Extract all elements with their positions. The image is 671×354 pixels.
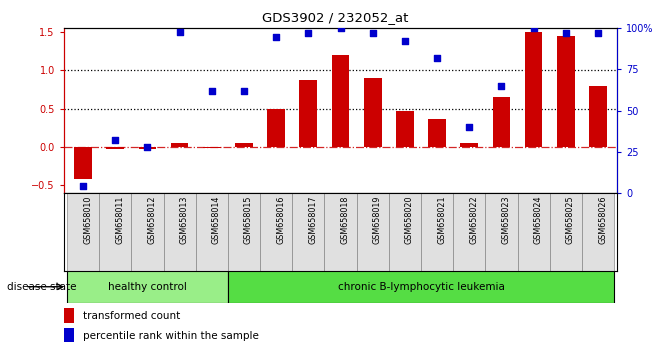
Bar bbox=[107, 147, 124, 149]
Text: GSM658017: GSM658017 bbox=[309, 195, 317, 244]
Point bbox=[78, 183, 89, 189]
Point bbox=[528, 25, 539, 31]
Point bbox=[336, 25, 346, 31]
Point bbox=[110, 137, 121, 143]
Text: GSM658010: GSM658010 bbox=[83, 195, 92, 244]
Bar bbox=[493, 97, 511, 147]
Text: GSM658013: GSM658013 bbox=[180, 195, 189, 244]
Text: GSM658015: GSM658015 bbox=[244, 195, 253, 244]
Text: GSM658025: GSM658025 bbox=[566, 195, 575, 244]
Point bbox=[431, 55, 442, 61]
Bar bbox=[235, 143, 253, 147]
Bar bbox=[267, 109, 285, 147]
Point bbox=[239, 88, 250, 94]
Point bbox=[464, 124, 474, 130]
Bar bbox=[99, 193, 132, 271]
Point bbox=[592, 30, 603, 36]
Bar bbox=[589, 86, 607, 147]
Bar bbox=[557, 36, 574, 147]
Text: disease state: disease state bbox=[7, 282, 79, 292]
Bar bbox=[228, 271, 614, 303]
Bar bbox=[170, 143, 189, 147]
Bar bbox=[132, 193, 164, 271]
Point bbox=[399, 39, 410, 44]
Bar bbox=[293, 193, 325, 271]
Bar bbox=[331, 55, 350, 147]
Bar bbox=[196, 193, 228, 271]
Bar bbox=[364, 78, 382, 147]
Bar bbox=[325, 193, 356, 271]
Text: GSM658020: GSM658020 bbox=[405, 195, 414, 244]
Bar bbox=[485, 193, 517, 271]
Bar bbox=[453, 193, 485, 271]
Point bbox=[174, 29, 185, 34]
Bar bbox=[260, 193, 293, 271]
Point bbox=[142, 144, 153, 150]
Bar bbox=[139, 147, 156, 149]
Bar bbox=[67, 271, 228, 303]
Bar bbox=[64, 308, 74, 322]
Bar bbox=[67, 193, 99, 271]
Point bbox=[560, 30, 571, 36]
Text: GDS3902 / 232052_at: GDS3902 / 232052_at bbox=[262, 11, 409, 24]
Point bbox=[303, 30, 314, 36]
Text: GSM658012: GSM658012 bbox=[148, 195, 156, 244]
Text: GSM658024: GSM658024 bbox=[533, 195, 543, 244]
Bar bbox=[228, 193, 260, 271]
Point bbox=[496, 83, 507, 89]
Bar bbox=[299, 80, 317, 147]
Bar bbox=[396, 111, 414, 147]
Bar bbox=[74, 147, 92, 179]
Point bbox=[207, 88, 217, 94]
Text: GSM658026: GSM658026 bbox=[598, 195, 607, 244]
Text: GSM658016: GSM658016 bbox=[276, 195, 285, 244]
Text: chronic B-lymphocytic leukemia: chronic B-lymphocytic leukemia bbox=[338, 282, 505, 292]
Point bbox=[271, 34, 282, 39]
Text: healthy control: healthy control bbox=[108, 282, 187, 292]
Text: GSM658011: GSM658011 bbox=[115, 195, 124, 244]
Point bbox=[367, 30, 378, 36]
Text: GSM658018: GSM658018 bbox=[341, 195, 350, 244]
Bar bbox=[460, 143, 478, 147]
Bar bbox=[203, 147, 221, 148]
Text: percentile rank within the sample: percentile rank within the sample bbox=[83, 331, 259, 341]
Text: GSM658022: GSM658022 bbox=[469, 195, 478, 244]
Bar bbox=[517, 193, 550, 271]
Text: transformed count: transformed count bbox=[83, 311, 180, 321]
Text: GSM658019: GSM658019 bbox=[372, 195, 382, 244]
Bar bbox=[582, 193, 614, 271]
Bar bbox=[356, 193, 389, 271]
Bar bbox=[164, 193, 196, 271]
Bar bbox=[428, 119, 446, 147]
Bar bbox=[389, 193, 421, 271]
Bar bbox=[525, 32, 542, 147]
Bar bbox=[550, 193, 582, 271]
Text: GSM658021: GSM658021 bbox=[437, 195, 446, 244]
Bar bbox=[64, 329, 74, 343]
Bar bbox=[421, 193, 453, 271]
Text: GSM658014: GSM658014 bbox=[212, 195, 221, 244]
Text: GSM658023: GSM658023 bbox=[501, 195, 511, 244]
